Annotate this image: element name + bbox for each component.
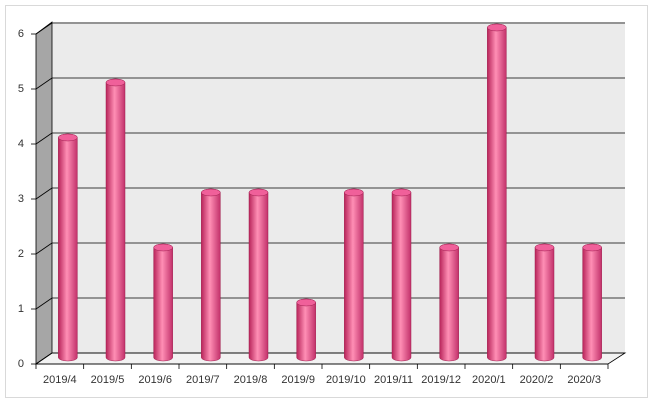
bar-top <box>344 188 364 197</box>
y-tick-label: 3 <box>18 193 24 205</box>
bar-top <box>391 188 412 197</box>
bar <box>58 133 78 362</box>
y-tick-label: 5 <box>18 83 24 95</box>
side-grid-line <box>35 242 53 255</box>
x-tick-label: 2019/7 <box>186 374 220 386</box>
bar-top <box>534 243 555 252</box>
bar <box>439 243 459 362</box>
x-tick-label: 2019/11 <box>374 374 413 386</box>
bar <box>296 298 316 362</box>
bar-top <box>487 23 507 32</box>
bar <box>105 78 126 362</box>
bar <box>487 23 507 362</box>
y-tick-label: 0 <box>18 358 24 370</box>
bar-top <box>201 188 221 197</box>
bar <box>582 243 602 362</box>
side-grid-line <box>35 22 53 35</box>
bar <box>248 188 269 362</box>
bar-top <box>58 133 78 142</box>
y-tick-label: 6 <box>18 28 24 40</box>
bar-top <box>439 243 459 252</box>
bar-top <box>153 243 173 252</box>
bar <box>391 188 412 362</box>
y-tick-label: 4 <box>18 138 24 150</box>
x-tick-label: 2019/12 <box>421 374 461 386</box>
side-grid-line <box>35 77 53 90</box>
x-tick-label: 2020/3 <box>567 374 601 386</box>
bar-top <box>105 78 126 87</box>
bar-top <box>582 243 602 252</box>
x-tick-label: 2019/4 <box>43 374 77 386</box>
x-tick-label: 2019/6 <box>138 374 172 386</box>
x-tick-label: 2020/2 <box>520 374 554 386</box>
bar <box>201 188 221 362</box>
y-tick-label: 2 <box>18 248 24 260</box>
x-tick-label: 2019/5 <box>91 374 125 386</box>
bar <box>534 243 555 362</box>
back-wall <box>52 22 625 353</box>
y-tick-label: 1 <box>18 303 24 315</box>
side-wall <box>35 21 53 365</box>
x-tick-label: 2019/8 <box>234 374 268 386</box>
x-tick-label: 2019/10 <box>326 374 366 386</box>
x-tick-label: 2019/9 <box>281 374 315 386</box>
side-grid-line <box>35 187 53 200</box>
bar <box>153 243 173 362</box>
bar-top <box>296 298 316 307</box>
side-grid-line <box>35 132 53 145</box>
side-grid-line <box>35 352 53 365</box>
bar-top <box>248 188 269 197</box>
side-grid-line <box>35 297 53 310</box>
bar <box>344 188 364 362</box>
x-tick-label: 2020/1 <box>472 374 506 386</box>
